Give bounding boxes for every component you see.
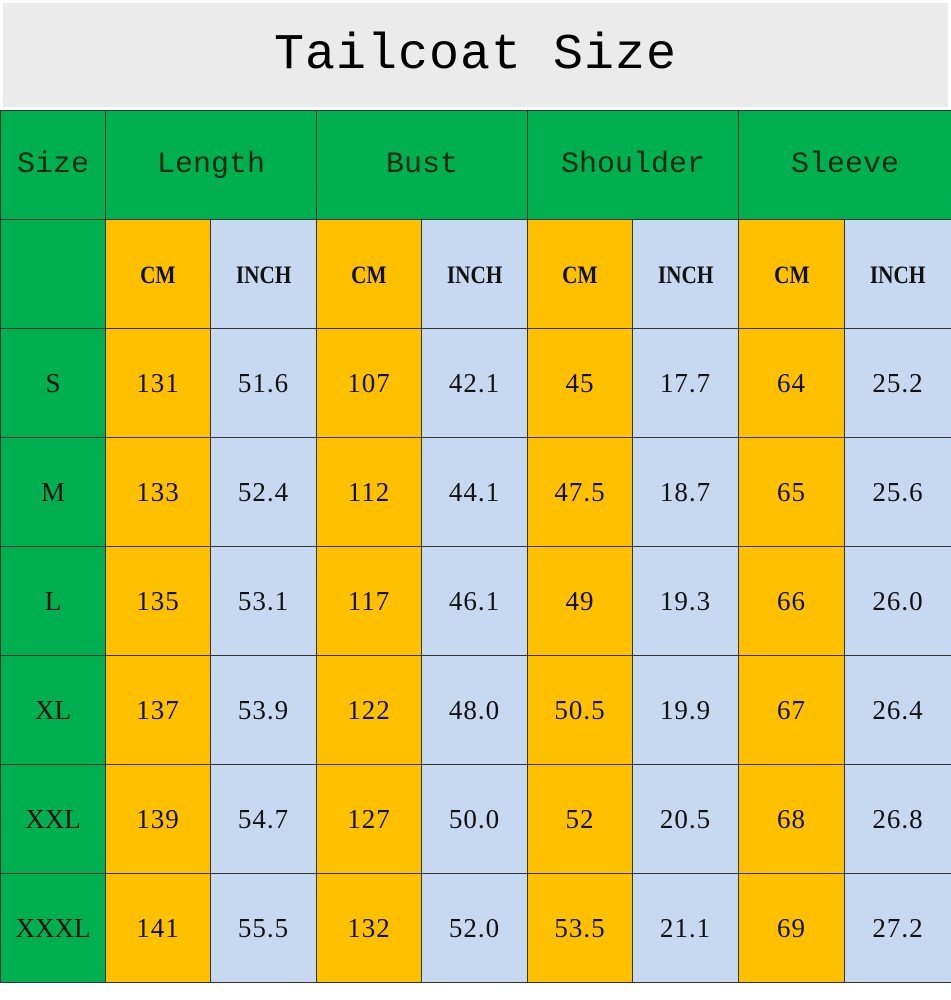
header-row: Size Length Bust Shoulder Sleeve xyxy=(0,110,951,220)
cm-value: 49 xyxy=(527,546,634,656)
inch-value: 18.7 xyxy=(632,437,740,547)
cm-value: 47.5 xyxy=(527,437,634,547)
table-row: M 133 52.4 112 44.1 47.5 18.7 65 25.6 xyxy=(0,437,951,547)
cm-value: 68 xyxy=(738,764,846,874)
cm-value: 139 xyxy=(105,764,211,874)
inch-value: 52.0 xyxy=(420,873,529,983)
cm-value: 69 xyxy=(738,873,846,983)
inch-value: 42.1 xyxy=(420,328,529,438)
inch-value: 26.8 xyxy=(844,764,951,874)
size-cell: S xyxy=(0,328,106,438)
cm-value: 131 xyxy=(105,328,211,438)
inch-value: 51.6 xyxy=(210,328,317,438)
inch-value: 50.0 xyxy=(420,764,529,874)
size-cell: M xyxy=(0,437,106,547)
cm-value: 117 xyxy=(316,546,422,656)
unit-cm: CM xyxy=(105,219,211,329)
unit-row: CM INCH CM INCH CM INCH CM INCH xyxy=(0,219,951,329)
inch-value: 26.0 xyxy=(844,546,951,656)
cm-value: 66 xyxy=(738,546,846,656)
inch-value: 53.1 xyxy=(210,546,317,656)
chart-title: Tailcoat Size xyxy=(0,0,951,111)
unit-cm: CM xyxy=(738,219,846,329)
unit-inch: INCH xyxy=(420,219,529,329)
unit-label: CM xyxy=(562,261,598,289)
header-bust: Bust xyxy=(315,110,529,220)
cm-value: 132 xyxy=(316,873,422,983)
table-row: XL 137 53.9 122 48.0 50.5 19.9 67 26.4 xyxy=(0,655,951,765)
table-row: XXXL 141 55.5 132 52.0 53.5 21.1 69 27.2 xyxy=(0,873,951,983)
unit-label: CM xyxy=(773,261,810,289)
inch-value: 19.3 xyxy=(632,546,740,656)
cm-value: 133 xyxy=(105,437,211,547)
table-row: S 131 51.6 107 42.1 45 17.7 64 25.2 xyxy=(0,328,951,438)
unit-cm: CM xyxy=(316,219,422,329)
cm-value: 137 xyxy=(105,655,211,765)
cm-value: 65 xyxy=(738,437,846,547)
size-cell: L xyxy=(0,546,106,656)
header-size: Size xyxy=(0,110,106,220)
cm-value: 45 xyxy=(527,328,634,438)
unit-inch: INCH xyxy=(210,219,317,329)
inch-value: 21.1 xyxy=(632,873,740,983)
inch-value: 52.4 xyxy=(210,437,317,547)
inch-value: 17.7 xyxy=(632,328,740,438)
inch-value: 53.9 xyxy=(210,655,317,765)
inch-value: 19.9 xyxy=(632,655,740,765)
unit-cm: CM xyxy=(527,219,634,329)
cm-value: 122 xyxy=(316,655,422,765)
size-cell: XL xyxy=(0,655,106,765)
inch-value: 27.2 xyxy=(844,873,951,983)
inch-value: 26.4 xyxy=(844,655,951,765)
unit-label: CM xyxy=(140,261,176,289)
table-row: L 135 53.1 117 46.1 49 19.3 66 26.0 xyxy=(0,546,951,656)
header-sleeve: Sleeve xyxy=(738,110,951,220)
cm-value: 112 xyxy=(316,437,422,547)
unit-inch: INCH xyxy=(632,219,740,329)
header-length: Length xyxy=(105,110,317,220)
inch-value: 55.5 xyxy=(210,873,317,983)
inch-value: 25.2 xyxy=(844,328,951,438)
unit-label: INCH xyxy=(657,261,714,289)
inch-value: 46.1 xyxy=(420,546,529,656)
empty-cell xyxy=(0,219,106,329)
cm-value: 50.5 xyxy=(527,655,634,765)
inch-value: 44.1 xyxy=(420,437,529,547)
unit-label: INCH xyxy=(870,261,926,289)
unit-label: INCH xyxy=(235,261,292,289)
cm-value: 127 xyxy=(316,764,422,874)
inch-value: 54.7 xyxy=(210,764,317,874)
cm-value: 135 xyxy=(105,546,211,656)
inch-value: 25.6 xyxy=(844,437,951,547)
cm-value: 52 xyxy=(527,764,634,874)
inch-value: 48.0 xyxy=(420,655,529,765)
cm-value: 53.5 xyxy=(527,873,634,983)
size-cell: XXL xyxy=(0,764,106,874)
cm-value: 64 xyxy=(738,328,846,438)
cm-value: 141 xyxy=(105,873,211,983)
unit-inch: INCH xyxy=(844,219,951,329)
header-shoulder: Shoulder xyxy=(527,110,740,220)
size-cell: XXXL xyxy=(0,873,106,983)
size-table: Size Length Bust Shoulder Sleeve CM INCH C… xyxy=(0,110,951,983)
unit-label: CM xyxy=(351,261,387,289)
inch-value: 20.5 xyxy=(632,764,740,874)
table-row: XXL 139 54.7 127 50.0 52 20.5 68 26.8 xyxy=(0,764,951,874)
cm-value: 67 xyxy=(738,655,846,765)
cm-value: 107 xyxy=(316,328,422,438)
unit-label: INCH xyxy=(446,261,503,289)
